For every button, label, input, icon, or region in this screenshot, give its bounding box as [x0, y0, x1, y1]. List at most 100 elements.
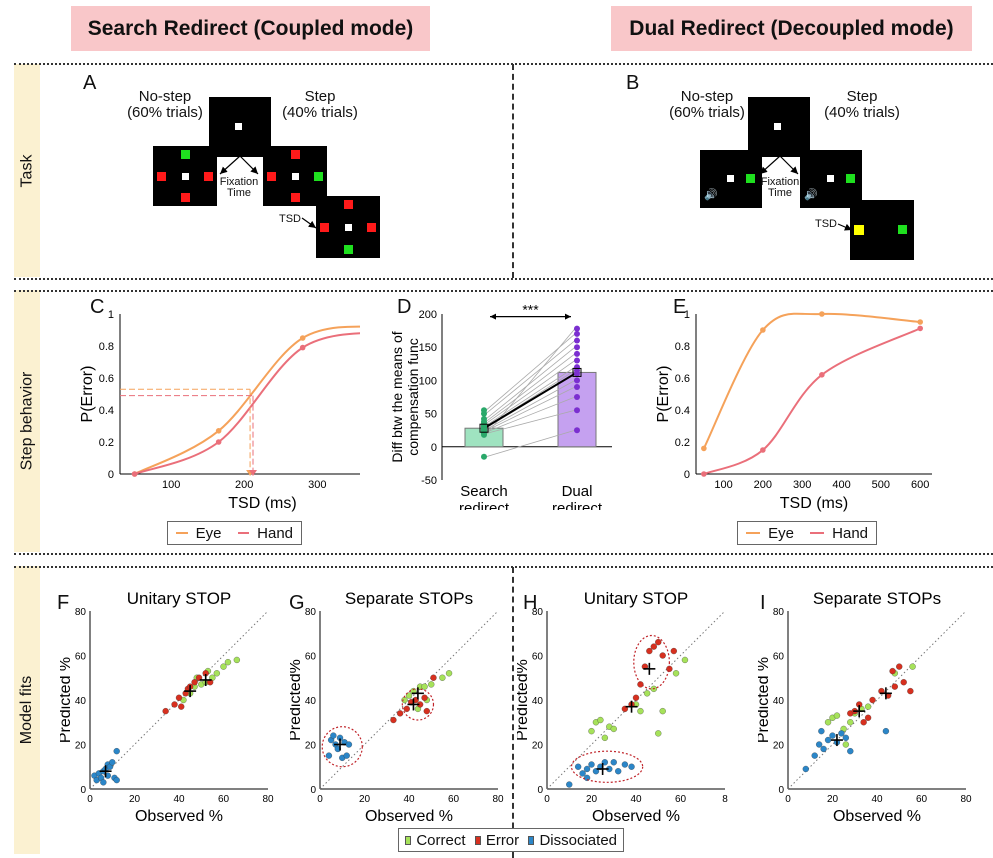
- target-left: [267, 172, 276, 181]
- data-point-correct: [445, 670, 453, 677]
- row-label-model: Model fits: [14, 566, 40, 854]
- data-point-hand: [299, 344, 306, 351]
- target-right-green: [314, 172, 323, 181]
- y-tick-label: 20: [773, 741, 785, 752]
- y-tick-label: 20: [305, 741, 317, 752]
- panel-letter-c: C: [90, 296, 105, 318]
- category-label: Search: [460, 483, 508, 500]
- target-green: [898, 225, 907, 234]
- x-axis-title: TSD (ms): [780, 495, 848, 512]
- mean-paired-line: [483, 371, 578, 430]
- y-tick-label: 60: [532, 652, 544, 663]
- significance-arrow-right: [565, 313, 571, 320]
- y-axis-title: Predicted%: [290, 659, 304, 741]
- y-tick-label: 0.4: [99, 405, 114, 417]
- y-tick-label: 1: [108, 309, 114, 321]
- y-tick-label: 0.4: [675, 405, 690, 417]
- y-axis-title: P(Error): [655, 366, 672, 423]
- x-tick-label: 8: [722, 794, 728, 805]
- data-point-dual: [574, 337, 580, 344]
- x-tick-label: 100: [162, 479, 180, 491]
- y-axis-title: Predicted %: [758, 657, 772, 743]
- y-tick-label: 1: [684, 309, 690, 321]
- data-point-correct: [421, 683, 428, 690]
- data-point-dual: [574, 377, 580, 384]
- task-b-step-sub: (40% trials): [824, 104, 900, 121]
- x-tick-label: 40: [403, 794, 415, 805]
- data-point-dissociated: [842, 734, 849, 741]
- task-b-fixation-label: Fixation: [760, 176, 800, 188]
- x-axis-title: Observed %: [592, 808, 680, 825]
- data-point-error: [390, 716, 397, 724]
- legend-hand-swatch: [810, 532, 825, 534]
- data-point-dissociated: [100, 779, 107, 786]
- separator-step-bottom: [14, 553, 993, 555]
- data-point-correct: [439, 674, 446, 681]
- x-tick-label: 600: [911, 479, 929, 491]
- highlight-circle: [570, 750, 644, 783]
- chart-f-scatter: Unitary STOP 0 20 40 60 80 0 20 40 60 80 Observed %…: [60, 589, 274, 825]
- data-point-dissociated: [345, 741, 353, 748]
- data-point-error: [637, 681, 644, 688]
- y-tick-label: 50: [425, 409, 437, 421]
- y-tick-label: 0: [778, 785, 784, 796]
- data-point-hand: [760, 447, 766, 453]
- data-point-dissociated: [330, 732, 337, 739]
- paired-line: [485, 360, 576, 424]
- data-point-correct: [405, 692, 413, 699]
- data-point-eye: [917, 319, 923, 325]
- data-point-error: [650, 643, 657, 650]
- legend-dissociated-swatch: [528, 835, 535, 845]
- arrow-to-nostep: [219, 155, 241, 175]
- x-axis-title: Observed %: [135, 808, 223, 825]
- x-tick-label: 80: [492, 794, 504, 805]
- x-tick-label: 100: [714, 479, 732, 491]
- y-tick-label: 80: [773, 607, 785, 618]
- target-green: [746, 174, 755, 183]
- y-tick-label: 0: [108, 469, 114, 481]
- data-point-error: [670, 647, 677, 655]
- legend-eye-label: Eye: [195, 524, 222, 542]
- data-point-error: [666, 665, 673, 672]
- arrow-tsd: [837, 223, 853, 231]
- header-dual-redirect: Dual Redirect (Decoupled mode): [611, 6, 972, 51]
- paired-line: [485, 386, 576, 432]
- paired-line: [485, 429, 576, 458]
- task-b-nostep-screen: 🔊: [700, 150, 762, 208]
- legend-eye-swatch: [746, 532, 761, 534]
- separator-model-vertical: [512, 567, 514, 858]
- data-point-correct: [213, 670, 220, 677]
- x-tick-label: 60: [218, 794, 230, 805]
- target-top-green: [181, 150, 190, 159]
- data-point-error: [900, 679, 907, 686]
- y-tick-label: 60: [305, 652, 317, 663]
- data-point-correct: [864, 703, 872, 710]
- data-point-error: [889, 667, 896, 675]
- paired-line: [485, 380, 576, 430]
- data-point-dissociated: [818, 727, 825, 735]
- x-axis-title: Observed %: [833, 808, 921, 825]
- task-b-fixation-screen: [748, 97, 810, 157]
- x-tick-label: 60: [675, 794, 687, 805]
- data-point-search: [481, 407, 487, 414]
- y-tick-label: 40: [305, 696, 317, 707]
- x-tick-label: 500: [872, 479, 890, 491]
- legend-correct-swatch: [405, 835, 412, 845]
- data-point-correct: [637, 707, 644, 715]
- y-axis-title: P(Error): [79, 366, 96, 423]
- fixation-point: [727, 175, 734, 182]
- speaker-icon: 🔊: [804, 189, 818, 201]
- y-tick-label: 60: [773, 652, 785, 663]
- data-point-dissociated: [820, 745, 827, 753]
- data-point-dissociated: [579, 770, 586, 777]
- legend-scatter: Correct Error Dissociated: [398, 828, 624, 852]
- chart-g-scatter: Separate STOPs 0 20 40 60 80 0 20 40 60 80 Observed…: [290, 589, 504, 825]
- x-tick-label: 300: [793, 479, 811, 491]
- data-point-correct: [659, 707, 666, 715]
- data-point-error: [178, 703, 185, 710]
- task-a-tsd-screen: [316, 196, 380, 258]
- task-b-tsd-screen: [850, 200, 914, 260]
- data-point-dissociated: [343, 752, 350, 759]
- x-tick-label: 20: [359, 794, 371, 805]
- chart-i-scatter: Separate STOPs 0 20 40 60 80 0 20 40 60 80 Observed…: [758, 589, 972, 825]
